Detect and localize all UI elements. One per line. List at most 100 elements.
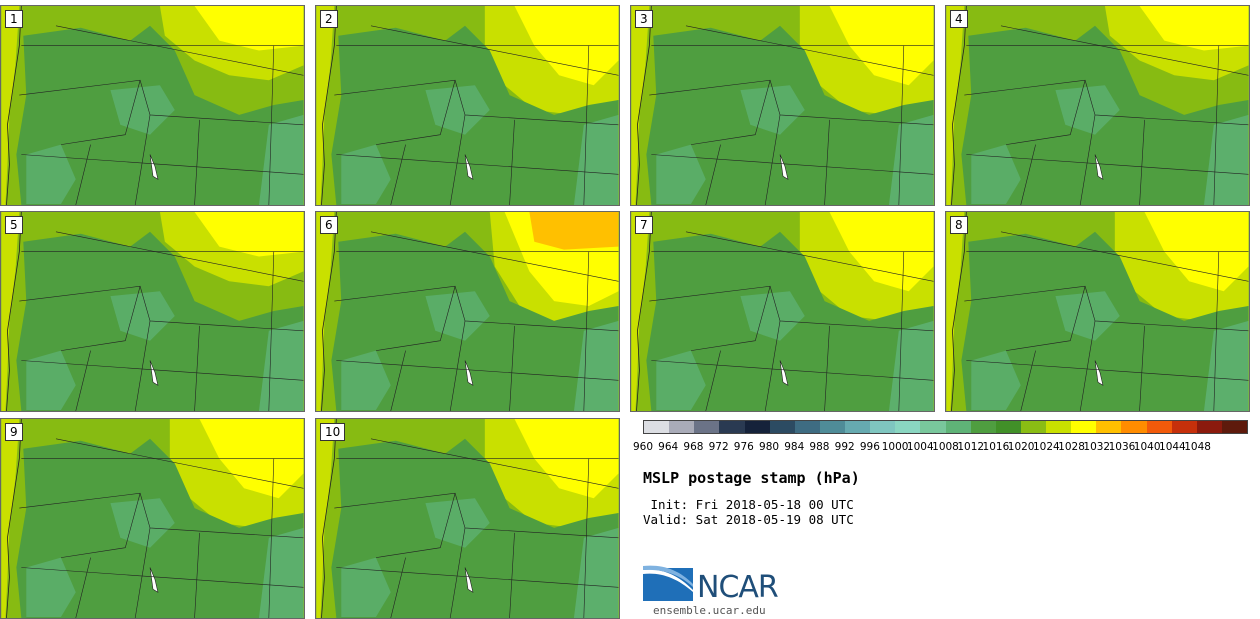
- coastline: [6, 212, 22, 411]
- state-border: [1139, 325, 1145, 411]
- stamp-map: [631, 212, 934, 411]
- contour-1008: [425, 85, 490, 135]
- contour-1008: [740, 291, 805, 341]
- coastline: [636, 6, 652, 205]
- ncar-logo-icon: [643, 565, 693, 601]
- colorbar-segment: [1196, 421, 1222, 433]
- contour-1024: [194, 6, 304, 51]
- colorbar-segment: [644, 421, 670, 433]
- colorbar-tick-label: 980: [759, 441, 780, 453]
- colorbar-tick-label: 1000: [881, 441, 909, 453]
- state-border: [194, 532, 200, 618]
- stamp-number: 8: [950, 216, 968, 234]
- colorbar-tick-label: 968: [683, 441, 704, 453]
- contour-1024: [1139, 6, 1249, 51]
- contour-1024: [194, 212, 304, 257]
- state-border: [268, 45, 275, 205]
- state-border: [375, 80, 456, 145]
- great-salt-lake: [464, 567, 474, 593]
- site-url: ensemble.ucar.edu: [653, 604, 766, 617]
- state-border: [1005, 80, 1086, 145]
- colorbar-segment: [970, 421, 996, 433]
- state-border: [1213, 251, 1220, 411]
- stamp-number: 5: [5, 216, 23, 234]
- colorbar-segment: [719, 421, 745, 433]
- state-border: [690, 80, 771, 145]
- state-border: [685, 25, 934, 76]
- great-salt-lake: [779, 154, 789, 180]
- colorbar-segment: [945, 421, 971, 433]
- stamp-panel-6: 6: [315, 211, 620, 412]
- contour-1008: [425, 291, 490, 341]
- coastline: [321, 212, 337, 411]
- colorbar-segment: [1020, 421, 1046, 433]
- contour-1008: [656, 350, 706, 411]
- colorbar-segment: [744, 421, 770, 433]
- state-border: [583, 251, 590, 411]
- state-border: [336, 154, 619, 175]
- stamp-map: [316, 419, 619, 618]
- stamp-number: 4: [950, 10, 968, 28]
- colorbar-tick-label: 1048: [1184, 441, 1211, 453]
- state-border: [375, 493, 456, 558]
- stamp-panel-9: 9: [0, 418, 305, 619]
- colorbar-tick-label: 1020: [1007, 441, 1035, 453]
- state-border: [583, 458, 590, 618]
- colorbar-tick-label: 1036: [1108, 441, 1136, 453]
- state-border: [60, 493, 141, 558]
- stamp-map: [1, 6, 304, 205]
- stamp-panel-8: 8: [945, 211, 1250, 412]
- stamp-panel-10: 10: [315, 418, 620, 619]
- contour-1008: [341, 557, 391, 618]
- colorbar-tick-label: 976: [733, 441, 754, 453]
- contour-1008: [341, 350, 391, 411]
- colorbar: [643, 420, 1248, 434]
- state-border: [1020, 144, 1036, 205]
- stamp-number: 7: [635, 216, 653, 234]
- state-border: [449, 114, 466, 205]
- state-border: [690, 286, 771, 351]
- coastline: [951, 6, 967, 205]
- colorbar-tick-label: 1004: [906, 441, 934, 453]
- colorbar-ticks: 960 964 968 972 976 980 984 988 992 996 1000 1004 10…: [631, 441, 1260, 455]
- contour-1008: [26, 350, 76, 411]
- colorbar-segment: [1221, 421, 1247, 433]
- stamp-number: 1: [5, 10, 23, 28]
- state-border: [370, 25, 619, 76]
- state-border: [21, 154, 304, 175]
- valid-time: Valid: Sat 2018-05-19 08 UTC: [643, 512, 854, 527]
- colorbar-tick-label: 996: [859, 441, 880, 453]
- colorbar-segment: [870, 421, 896, 433]
- great-salt-lake: [1094, 360, 1104, 386]
- state-border: [134, 320, 151, 411]
- contour-1008: [258, 527, 304, 618]
- contour-1008: [573, 320, 619, 411]
- contour-1008: [573, 114, 619, 205]
- state-border: [194, 325, 200, 411]
- stamp-map: [316, 6, 619, 205]
- contour-1008: [258, 320, 304, 411]
- colorbar-tick-label: 1028: [1058, 441, 1085, 453]
- stamp-panel-7: 7: [630, 211, 935, 412]
- colorbar-tick-label: 1044: [1159, 441, 1186, 453]
- stamp-number: 2: [320, 10, 338, 28]
- contour-1008: [425, 498, 490, 548]
- colorbar-segment: [794, 421, 820, 433]
- colorbar-segment: [1121, 421, 1147, 433]
- state-border: [509, 532, 515, 618]
- colorbar-tick-label: 972: [708, 441, 729, 453]
- state-border: [390, 350, 406, 411]
- colorbar-segment: [669, 421, 695, 433]
- state-border: [1005, 286, 1086, 351]
- state-border: [509, 325, 515, 411]
- state-border: [334, 79, 619, 126]
- state-border: [336, 360, 619, 381]
- state-border: [1213, 45, 1220, 205]
- state-border: [649, 79, 934, 126]
- state-border: [194, 119, 200, 205]
- contour-1008: [573, 527, 619, 618]
- stamp-panel-2: 2: [315, 5, 620, 206]
- state-border: [75, 557, 91, 618]
- contour-1008: [1055, 291, 1120, 341]
- contour-1008: [1055, 85, 1120, 135]
